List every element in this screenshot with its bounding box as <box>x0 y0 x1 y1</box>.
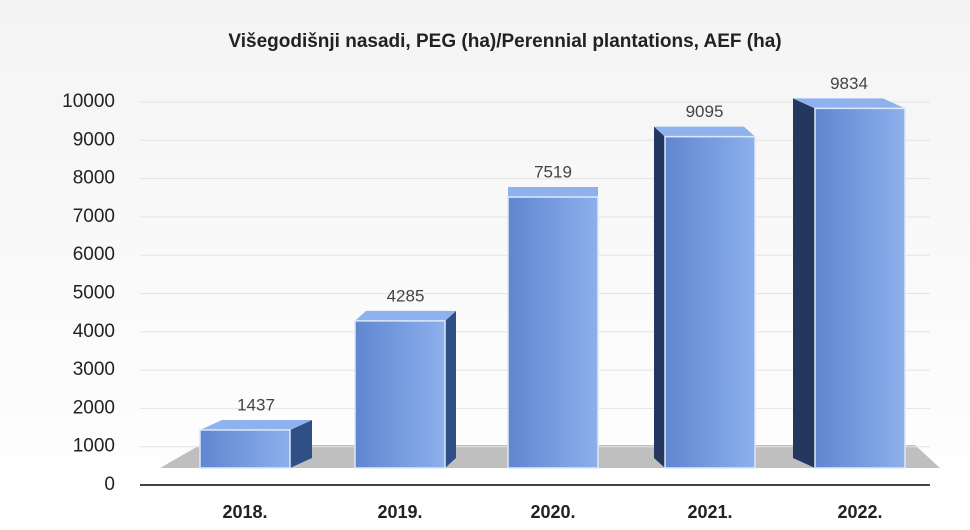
bar <box>507 187 599 469</box>
data-label: 1437 <box>237 395 275 414</box>
bar-side <box>445 310 456 468</box>
y-tick-label: 1000 <box>73 436 115 457</box>
y-tick-label: 10000 <box>62 91 115 112</box>
bar <box>354 310 456 469</box>
y-tick-label: 4000 <box>73 321 115 342</box>
bar-side <box>793 98 815 469</box>
y-tick-label: 7000 <box>73 206 115 227</box>
bar-top <box>654 126 755 137</box>
bar-front <box>664 135 756 469</box>
y-tick-label: 2000 <box>73 397 115 418</box>
bar-front <box>507 196 599 469</box>
data-label: 9834 <box>830 74 868 93</box>
x-tick-label: 2022. <box>837 502 882 522</box>
y-tick-label: 0 <box>104 474 115 495</box>
y-tick-label: 5000 <box>73 283 115 304</box>
bar <box>654 126 756 469</box>
y-tick-label: 6000 <box>73 244 115 265</box>
y-tick-label: 3000 <box>73 359 115 380</box>
bar-top <box>508 187 598 198</box>
bar-front <box>354 320 446 469</box>
bar-top <box>200 419 312 430</box>
bar-top <box>355 310 456 321</box>
x-tick-label: 2021. <box>687 502 732 522</box>
bar-front <box>814 107 906 469</box>
x-tick-label: 2020. <box>530 502 575 522</box>
y-tick-label: 9000 <box>73 129 115 150</box>
bar <box>793 98 906 469</box>
bar <box>199 419 312 469</box>
y-tick-label: 8000 <box>73 168 115 189</box>
bar-side <box>290 419 312 468</box>
data-label: 7519 <box>534 163 572 182</box>
bar-side <box>654 126 665 468</box>
x-tick-label: 2019. <box>377 502 422 522</box>
data-label: 9095 <box>686 102 724 121</box>
bar-front <box>199 429 291 469</box>
chart-title: Višegodišnji nasadi, PEG (ha)/Perennial … <box>228 31 781 52</box>
data-label: 4285 <box>387 286 425 305</box>
bar-top <box>793 98 905 109</box>
x-tick-label: 2018. <box>222 502 267 522</box>
